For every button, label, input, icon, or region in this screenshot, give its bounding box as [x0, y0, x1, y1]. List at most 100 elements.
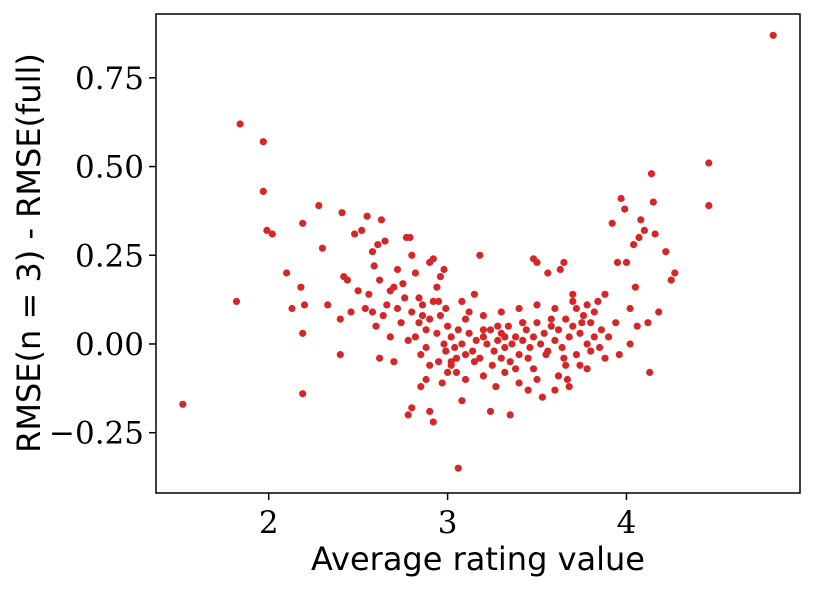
data-point [318, 244, 326, 252]
data-point [479, 372, 487, 380]
data-point [542, 351, 550, 359]
data-point [379, 312, 387, 320]
data-point [537, 340, 545, 348]
data-point [626, 340, 634, 348]
y-tick-label: 0.75 [75, 61, 144, 97]
data-point [417, 351, 425, 359]
data-point [452, 354, 461, 362]
data-point [479, 326, 487, 334]
data-point [597, 326, 606, 334]
data-point [486, 326, 495, 334]
data-point [426, 315, 434, 323]
data-point [563, 375, 572, 384]
data-point [297, 283, 305, 291]
plot-area-frame [155, 13, 801, 494]
data-point [522, 326, 530, 334]
data-point [533, 375, 541, 384]
data-point [540, 329, 548, 337]
data-point [283, 269, 291, 277]
data-point [508, 340, 516, 348]
data-point [544, 269, 552, 277]
data-point [519, 336, 527, 344]
data-point [569, 322, 577, 330]
data-point [415, 319, 423, 327]
data-point [583, 340, 591, 348]
data-point [647, 170, 656, 178]
data-point [444, 322, 452, 330]
data-point [504, 322, 512, 330]
data-point [494, 336, 502, 344]
data-point [519, 319, 527, 327]
data-point [458, 297, 466, 305]
data-point [667, 276, 675, 284]
data-point [626, 304, 634, 313]
data-point [769, 31, 777, 39]
data-point [569, 297, 577, 305]
data-point [417, 383, 425, 391]
data-point [376, 276, 384, 284]
data-point [476, 354, 484, 362]
data-point [418, 312, 427, 320]
data-point [576, 361, 584, 369]
data-point [422, 343, 430, 352]
data-point [268, 230, 276, 238]
data-point [646, 368, 654, 376]
data-point [399, 280, 407, 288]
data-point [315, 202, 323, 210]
data-point [640, 226, 649, 234]
data-point [556, 265, 564, 274]
data-point [236, 120, 244, 128]
data-point [511, 365, 520, 373]
data-point [533, 319, 541, 327]
data-point [179, 400, 187, 408]
data-point [429, 255, 437, 263]
data-point [363, 212, 371, 220]
data-point [418, 301, 427, 309]
y-tick-label: 0.25 [75, 238, 144, 274]
data-point [547, 315, 555, 323]
data-point [440, 265, 448, 274]
data-point [404, 336, 412, 344]
data-point [435, 297, 443, 305]
data-point [408, 251, 416, 259]
data-point [705, 159, 713, 167]
data-point [583, 365, 591, 373]
data-point [404, 411, 412, 419]
data-point [461, 315, 470, 323]
data-point [515, 351, 523, 359]
data-point [560, 258, 568, 266]
data-point [497, 354, 505, 362]
data-point [458, 340, 466, 348]
data-point [336, 315, 344, 323]
data-point [472, 336, 480, 344]
data-point [558, 343, 566, 352]
x-axis-label: Average rating value [311, 540, 645, 578]
data-point [365, 290, 373, 298]
data-point [605, 333, 613, 341]
data-point [621, 205, 629, 213]
data-point [506, 358, 514, 366]
data-point [377, 216, 385, 224]
data-point [461, 375, 470, 384]
x-tick-label: 3 [438, 505, 458, 541]
data-point [601, 354, 609, 362]
data-point [596, 343, 604, 352]
data-point [461, 351, 470, 359]
data-point [386, 333, 394, 341]
data-point [590, 333, 598, 341]
data-point [454, 464, 462, 472]
data-point [515, 304, 523, 313]
data-point [343, 276, 351, 284]
data-point [442, 304, 450, 313]
data-point [429, 418, 437, 426]
data-point [529, 333, 538, 341]
data-point [511, 333, 520, 341]
data-point [288, 304, 296, 313]
data-point [617, 194, 625, 203]
data-point [390, 358, 398, 366]
data-point [501, 368, 509, 376]
data-point [263, 226, 271, 234]
data-point [483, 340, 491, 348]
data-point [492, 383, 500, 391]
data-point [470, 290, 478, 298]
